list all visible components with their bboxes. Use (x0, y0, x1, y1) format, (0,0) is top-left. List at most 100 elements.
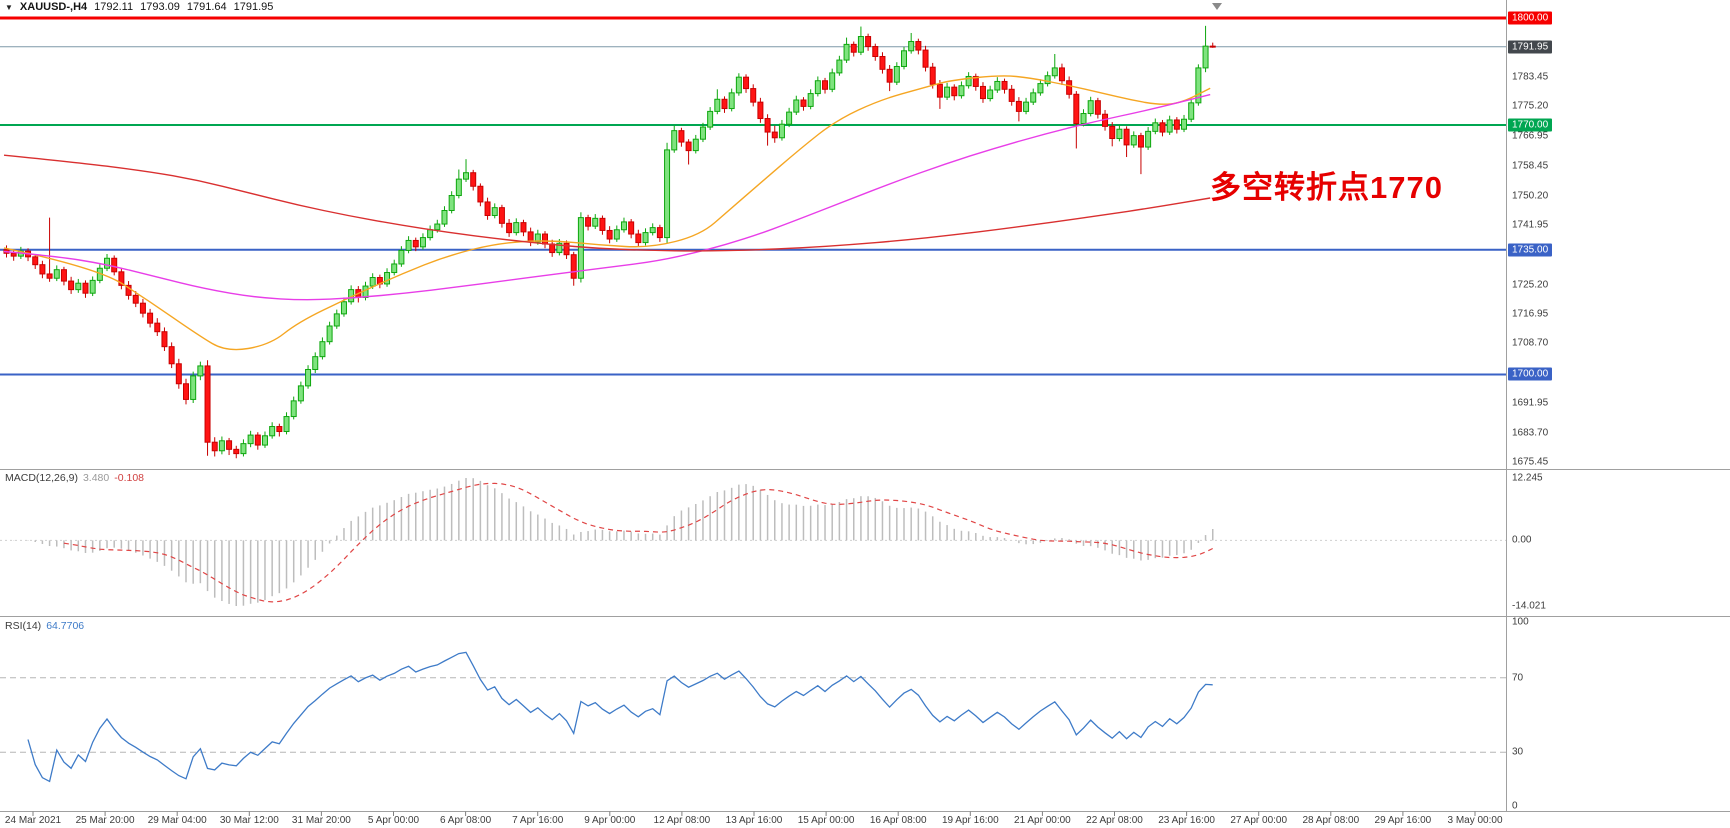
candle-body (46, 273, 53, 279)
chart-annotation-text[interactable]: 多空转折点1770 (1210, 170, 1443, 205)
candle-body (1037, 83, 1044, 94)
ohlc-low-value: 1791.64 (186, 1, 227, 13)
candle-body (865, 36, 872, 48)
candle-body (240, 443, 247, 455)
candle-body (671, 130, 678, 151)
candle-body (455, 178, 462, 197)
candle-body (269, 426, 276, 437)
candle-body (951, 86, 958, 97)
candle-body (32, 256, 39, 266)
candle-body (448, 195, 455, 211)
candle-body (922, 49, 929, 68)
candle-body (132, 294, 139, 304)
candle-body (419, 237, 426, 248)
candle-body (915, 41, 922, 51)
candle-body (362, 285, 369, 298)
candle-body (721, 98, 728, 110)
candle-body (850, 43, 857, 53)
candle-body (1087, 100, 1094, 115)
candle-body (39, 264, 46, 275)
candle-body (1152, 122, 1159, 132)
candle-body (463, 172, 470, 180)
candle-body (233, 448, 240, 455)
candle-body (290, 400, 297, 418)
candle-body (484, 201, 491, 216)
candle-body (570, 254, 577, 279)
macd-signal-line (63, 482, 1213, 603)
candle-body (965, 75, 972, 87)
candle-body (391, 263, 398, 274)
candle-body (118, 271, 125, 286)
candle-body (1116, 128, 1123, 139)
candle-body (1145, 130, 1152, 148)
candle-body (254, 434, 261, 446)
candle-body (1188, 102, 1195, 120)
candle-body (340, 301, 347, 315)
candle-body (513, 222, 520, 234)
candle-body (563, 242, 570, 256)
candle-body (735, 76, 742, 94)
candle-body (757, 101, 764, 120)
candle-body (283, 416, 290, 433)
ma-line-fast (3, 75, 1211, 351)
candle-body (728, 92, 735, 110)
candle-body (692, 138, 699, 152)
candle-body (477, 185, 484, 203)
candle-body (261, 435, 268, 446)
candle-body (1058, 67, 1065, 82)
candle-body (972, 75, 979, 87)
candle-body (620, 221, 627, 231)
candle-body (800, 99, 807, 107)
macd-name: MACD(12,26,9) (5, 472, 78, 484)
candle-body (886, 68, 893, 83)
candle-body (183, 383, 189, 400)
candle-body (1023, 101, 1030, 112)
candle-body (434, 223, 441, 231)
candle-body (901, 50, 907, 67)
candle-body (204, 365, 211, 443)
candle-body (369, 277, 376, 287)
candle-body (577, 217, 584, 279)
candle-body (822, 80, 829, 90)
candle-body (441, 209, 448, 225)
collapse-arrow-icon[interactable]: ▼ (5, 2, 13, 12)
candle-body (1202, 45, 1209, 69)
candle-body (226, 440, 233, 450)
candle-body (326, 325, 333, 343)
ohlc-close-value: 1791.95 (233, 1, 274, 13)
rsi-indicator-label: RSI(14) 64.7706 (5, 620, 84, 632)
candle-body (491, 207, 498, 216)
candle-body (1173, 119, 1180, 130)
candle-body (750, 88, 757, 103)
candle-body (958, 85, 965, 97)
candle-body (470, 172, 477, 187)
candle-body (542, 233, 548, 245)
candle-body (10, 252, 17, 257)
candle-body (190, 375, 197, 400)
candle-body (1166, 119, 1173, 133)
candle-body (218, 440, 225, 452)
candle-body (161, 331, 168, 348)
ohlc-high-value: 1793.09 (140, 1, 180, 13)
symbol-period-label: XAUUSD-,H4 (19, 1, 88, 13)
candle-body (60, 269, 67, 282)
candle-body (1094, 100, 1101, 115)
candle-body (743, 76, 750, 90)
candle-body (276, 426, 283, 433)
candle-body (699, 126, 706, 140)
rsi-value: 64.7706 (46, 620, 85, 632)
candle-body (793, 99, 800, 113)
rsi-line (27, 651, 1213, 783)
candle-body (427, 229, 434, 239)
candle-body (707, 110, 714, 128)
candle-body (111, 257, 118, 273)
candle-body (384, 272, 391, 285)
candle-body (527, 231, 534, 243)
macd-signal-value: -0.108 (114, 472, 145, 484)
candle-body (685, 141, 692, 152)
rsi-name: RSI(14) (5, 620, 42, 632)
candle-body (498, 207, 505, 224)
candle-body (1159, 122, 1166, 133)
chart-shift-marker-icon[interactable] (1212, 3, 1222, 10)
